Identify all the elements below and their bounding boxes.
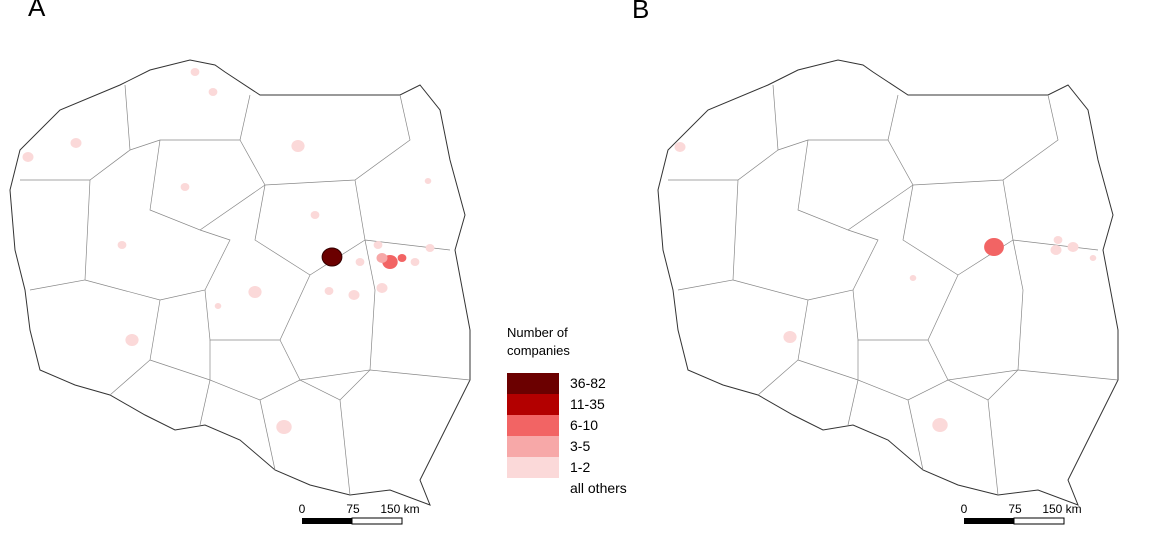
- legend-label: 36-82: [570, 375, 606, 391]
- legend-label: all others: [570, 480, 627, 496]
- region: [1067, 242, 1079, 252]
- region: [276, 420, 292, 434]
- region: [397, 254, 407, 262]
- legend-swatch: [507, 373, 559, 394]
- legend-swatch: [507, 478, 559, 499]
- legend-label: 6-10: [570, 417, 598, 433]
- scale-bar: [351, 517, 403, 525]
- region: [1089, 255, 1097, 261]
- region: [348, 290, 360, 300]
- region: [674, 142, 686, 152]
- panel-label: B: [632, 0, 649, 24]
- scale-label: 0: [961, 502, 968, 516]
- region: [984, 238, 1004, 256]
- region: [208, 88, 218, 96]
- region: [425, 244, 435, 252]
- region: [1053, 236, 1063, 244]
- region: [180, 183, 190, 191]
- region: [214, 303, 222, 309]
- region: [909, 275, 917, 281]
- legend-label: 1-2: [570, 459, 590, 475]
- region: [355, 258, 365, 266]
- legend-label: 3-5: [570, 438, 590, 454]
- legend-swatch: [507, 394, 559, 415]
- region: [70, 138, 82, 148]
- legend-title: Number of companies: [507, 325, 570, 358]
- region: [321, 247, 343, 267]
- region: [125, 334, 139, 346]
- map-a: [9, 59, 471, 506]
- region: [117, 241, 127, 249]
- region: [22, 152, 34, 162]
- region: [373, 241, 383, 249]
- scale-label: 75: [1008, 502, 1022, 516]
- region: [783, 331, 797, 343]
- legend-label: 11-35: [570, 396, 605, 412]
- region: [1050, 245, 1062, 255]
- region: [410, 258, 420, 266]
- region: [424, 178, 432, 184]
- scale-bar: [964, 518, 1014, 524]
- scale-bar: [1013, 517, 1065, 525]
- region: [310, 211, 320, 219]
- legend-swatch: [507, 436, 559, 457]
- region: [376, 253, 388, 263]
- region: [291, 140, 305, 152]
- region: [376, 283, 388, 293]
- region: [324, 287, 334, 295]
- legend-swatch: [507, 457, 559, 478]
- scale-label: 0: [299, 502, 306, 516]
- scale-label: 150 km: [380, 502, 419, 516]
- region: [932, 418, 948, 432]
- scale-label: 150 km: [1042, 502, 1081, 516]
- panel-label: A: [28, 0, 46, 22]
- scale-bar: [302, 518, 352, 524]
- legend-swatch: [507, 415, 559, 436]
- region: [248, 286, 262, 298]
- scale-label: 75: [346, 502, 360, 516]
- map-b: [657, 59, 1119, 506]
- region: [190, 68, 200, 76]
